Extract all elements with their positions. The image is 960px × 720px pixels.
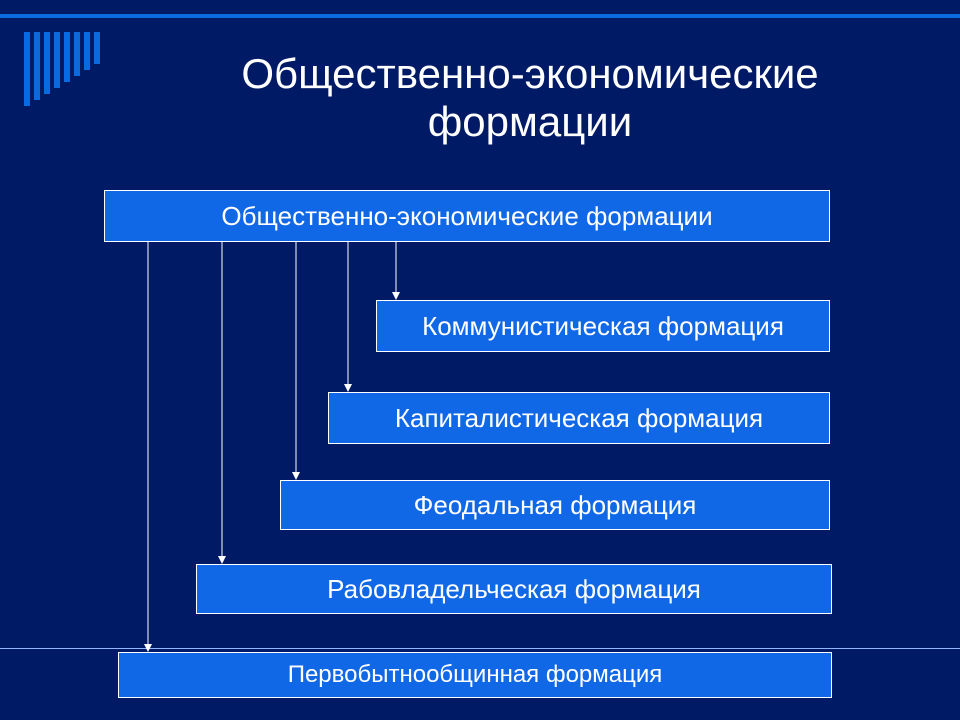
box-label: Феодальная формация (414, 490, 697, 521)
slide-title: Общественно-экономическиеформации (150, 50, 910, 147)
decor-bar (74, 32, 80, 76)
box-label: Коммунистическая формация (422, 311, 784, 342)
title-line: формации (150, 98, 910, 146)
decor-bar (84, 32, 90, 70)
box-label: Рабовладельческая формация (327, 574, 701, 605)
decor-bars (24, 32, 100, 106)
title-line: Общественно-экономические (150, 50, 910, 98)
decor-bar (24, 32, 30, 106)
box-slave: Рабовладельческая формация (196, 564, 832, 614)
box-label: Первобытнообщинная формация (288, 661, 663, 689)
box-communist: Коммунистическая формация (376, 300, 830, 352)
box-feudal: Феодальная формация (280, 480, 830, 530)
decor-bar (44, 32, 50, 94)
decor-bar (64, 32, 70, 82)
decor-bar (54, 32, 60, 88)
box-primitive: Первобытнообщинная формация (118, 652, 832, 698)
decor-bar (34, 32, 40, 100)
decor-bar (94, 32, 100, 64)
box-capitalist: Капиталистическая формация (328, 392, 830, 444)
bottom-separator-line (0, 648, 960, 649)
top-accent-rule (0, 14, 960, 18)
slide: Общественно-экономическиеформации Общест… (0, 0, 960, 720)
root-box-label: Общественно-экономические формации (221, 201, 712, 232)
box-label: Капиталистическая формация (395, 403, 763, 434)
root-box: Общественно-экономические формации (104, 190, 830, 242)
